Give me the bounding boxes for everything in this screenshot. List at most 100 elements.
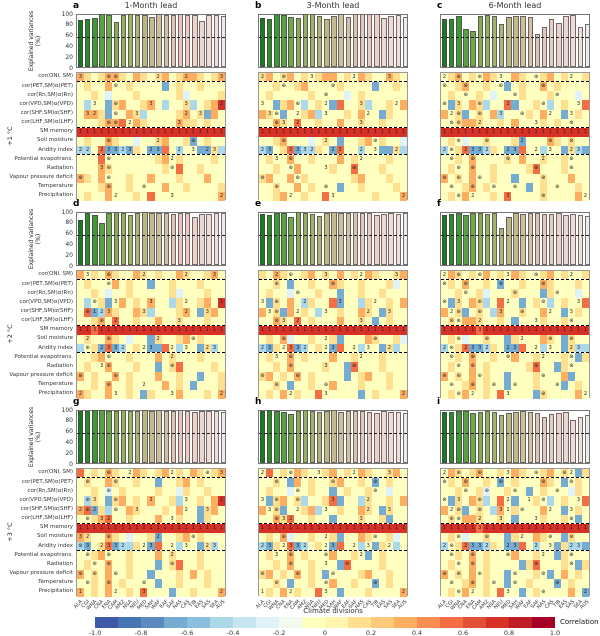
heatmap-row: ⊛ ⊛ 2 ⊛ ⊛ <box>441 334 589 345</box>
heatmap-cell: 3 <box>266 344 274 353</box>
heatmap-cell <box>378 560 386 570</box>
heatmap-cell <box>133 307 141 317</box>
heatmap-cell <box>217 91 225 101</box>
heatmap-cell <box>287 380 295 390</box>
heatmap-cell <box>546 362 554 372</box>
heatmap-cell: 2 <box>140 271 148 280</box>
heatmap-cell <box>364 334 372 345</box>
heatmap-cell: 1 <box>364 127 372 137</box>
heatmap-row: 3 ⊛ 2 3 2 3 <box>259 307 407 317</box>
bar-explained-variance <box>170 14 177 67</box>
heatmap-cell <box>560 344 568 353</box>
x-axis-title: Climate divisions <box>303 607 363 615</box>
heatmap-cell <box>532 380 540 390</box>
heatmap-cell <box>357 164 365 174</box>
heatmap-cell <box>378 109 386 119</box>
heatmap-cell <box>497 587 505 597</box>
heatmap-cell <box>280 578 288 588</box>
colorbar-tick-label: -0.4 <box>226 629 240 636</box>
heatmap-row: 2 ⊛ ⊛ 3 ⊛ 2 3 <box>441 307 589 317</box>
heatmap-cell: 1 <box>98 325 106 335</box>
heatmap-cell <box>511 371 519 381</box>
heatmap-cell <box>147 280 155 290</box>
correlation-heatmap: 2 ⊛ 3 2 3 ⊛ ⊛ ⊛ ⊛ ⊛ 3 ⊛ ⊛ 3 2 3 ⊛ 2 3 2 3 ⊛ 3 2 3 1 1 1 1 1 1 1 1 1 1 1 1 1 1 1… <box>258 468 408 597</box>
heatmap-cell <box>168 109 176 119</box>
heatmap-cell <box>518 73 526 82</box>
heatmap-cell: 2 <box>182 505 190 515</box>
heatmap-cell <box>546 289 554 299</box>
heatmap-cell <box>560 505 568 515</box>
heatmap-cell <box>140 73 148 82</box>
heatmap-cell <box>329 298 337 308</box>
heatmap-cell <box>112 334 120 345</box>
heatmap-cell <box>511 73 519 82</box>
heatmap-cell <box>308 109 316 119</box>
heatmap-cell <box>518 191 526 201</box>
heatmap-cell <box>336 289 344 299</box>
heatmap-cell <box>91 118 99 127</box>
heatmap-cell <box>196 155 204 165</box>
heatmap-cell <box>364 91 372 101</box>
bar-y-tick-label: 100 <box>61 208 73 216</box>
heatmap-cell <box>266 191 274 201</box>
heatmap-cell <box>448 569 456 579</box>
heatmap-cell <box>161 532 169 543</box>
heatmap-cell: 3 <box>147 100 155 110</box>
heatmap-cell <box>525 362 533 372</box>
heatmap-cell <box>504 73 512 82</box>
heatmap-cell <box>567 371 575 381</box>
colorbar <box>95 617 555 628</box>
heatmap-cell <box>203 109 211 119</box>
heatmap-cell: ⊛ <box>371 334 379 345</box>
heatmap-cell <box>357 91 365 101</box>
heatmap-cell <box>511 389 519 399</box>
bar-explained-variance <box>338 14 344 67</box>
heatmap-cell <box>336 136 344 147</box>
heatmap-row-label: Radiation <box>47 560 73 567</box>
bar-explained-variance <box>274 13 280 67</box>
heatmap-cell <box>441 578 449 588</box>
heatmap-cell <box>399 560 407 570</box>
heatmap-cell <box>147 353 155 363</box>
heatmap-cell <box>189 362 197 372</box>
heatmap-cell <box>483 478 491 488</box>
heatmap-cell: ⊛ <box>273 298 281 308</box>
heatmap-cell <box>574 82 582 92</box>
heatmap-cell <box>175 371 183 381</box>
heatmap-cell <box>77 91 85 101</box>
bar-explained-variance <box>388 212 394 265</box>
heatmap-cell <box>140 280 148 290</box>
heatmap-cell <box>441 514 449 523</box>
bar-explained-variance <box>317 15 323 67</box>
heatmap-cell <box>385 569 393 579</box>
heatmap-cell <box>357 344 365 353</box>
heatmap-cell <box>399 182 407 192</box>
heatmap-cell: 1 <box>490 523 498 533</box>
heatmap-cell <box>98 532 106 543</box>
heatmap-row-label: Precipitation <box>38 588 73 595</box>
heatmap-cell <box>476 389 484 399</box>
heatmap-cell <box>518 173 526 183</box>
heatmap-cell <box>469 82 477 92</box>
panel-title: 3-Month lead <box>306 1 360 10</box>
heatmap-cell: 1 <box>126 325 134 335</box>
heatmap-cell <box>154 182 162 192</box>
heatmap-cell <box>574 487 582 497</box>
heatmap-cell: ⊛ <box>511 487 519 497</box>
heatmap-cell: 1 <box>266 325 274 335</box>
heatmap-cell <box>357 587 365 597</box>
bar-explained-variance <box>185 14 191 67</box>
bar-explained-variance <box>388 16 394 67</box>
heatmap-cell <box>196 316 204 325</box>
heatmap-cell: 1 <box>161 127 169 137</box>
heatmap-cell: ⊛ <box>77 542 85 551</box>
bar-explained-variance <box>441 19 448 67</box>
heatmap-cell <box>553 478 561 488</box>
heatmap-cell <box>497 316 505 325</box>
heatmap-cell <box>378 389 386 399</box>
heatmap-cell <box>91 146 99 155</box>
heatmap-cell <box>490 551 498 561</box>
heatmap-cell <box>140 478 148 488</box>
